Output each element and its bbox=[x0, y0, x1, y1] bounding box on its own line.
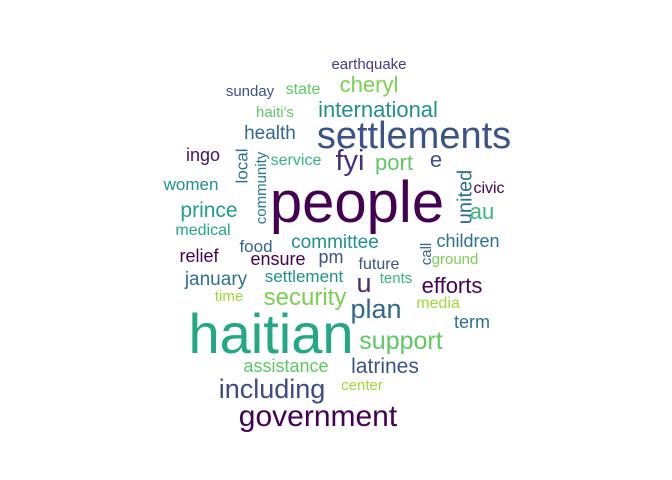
cloud-word: term bbox=[454, 312, 490, 332]
cloud-word: security bbox=[264, 284, 347, 311]
cloud-word: e bbox=[430, 147, 442, 172]
cloud-word: government bbox=[239, 400, 398, 433]
cloud-word: women bbox=[163, 175, 219, 194]
cloud-word: united bbox=[454, 170, 476, 225]
cloud-word: fyi bbox=[336, 145, 365, 177]
cloud-word: prince bbox=[180, 199, 237, 222]
cloud-word: plan bbox=[350, 294, 401, 324]
cloud-word: efforts bbox=[422, 273, 483, 298]
cloud-word: relief bbox=[179, 246, 219, 266]
cloud-word: port bbox=[375, 150, 413, 175]
cloud-word: state bbox=[286, 81, 321, 98]
cloud-word: time bbox=[215, 288, 243, 305]
cloud-word: ensure bbox=[250, 249, 305, 269]
cloud-word: international bbox=[318, 97, 438, 122]
cloud-word: settlements bbox=[317, 115, 511, 157]
cloud-word: support bbox=[359, 327, 442, 355]
cloud-word: people bbox=[270, 170, 444, 235]
cloud-word: settlement bbox=[265, 267, 344, 286]
cloud-word: ingo bbox=[186, 145, 220, 165]
cloud-word: center bbox=[341, 377, 383, 394]
cloud-word: tents bbox=[380, 270, 413, 287]
cloud-word: ground bbox=[432, 251, 479, 268]
cloud-word: future bbox=[359, 256, 400, 273]
cloud-word: u bbox=[356, 268, 371, 298]
cloud-word: civic bbox=[473, 180, 504, 197]
cloud-word: haiti's bbox=[256, 104, 294, 121]
cloud-word: medical bbox=[175, 222, 230, 239]
cloud-word: january bbox=[184, 269, 248, 290]
cloud-word: media bbox=[416, 295, 460, 312]
cloud-word: service bbox=[271, 152, 322, 169]
cloud-word: food bbox=[239, 237, 272, 256]
cloud-word: assistance bbox=[243, 356, 328, 376]
cloud-word: earthquake bbox=[331, 56, 406, 73]
cloud-word: haitian bbox=[188, 302, 353, 365]
cloud-word: sunday bbox=[226, 83, 275, 100]
cloud-word: community bbox=[253, 151, 270, 224]
cloud-word: call bbox=[418, 243, 435, 266]
cloud-word: au bbox=[470, 199, 494, 224]
cloud-word: cheryl bbox=[340, 72, 399, 97]
cloud-word: health bbox=[244, 123, 296, 144]
cloud-word: local bbox=[232, 149, 251, 184]
cloud-word: latrines bbox=[351, 355, 419, 378]
cloud-word: committee bbox=[291, 232, 379, 253]
cloud-word: children bbox=[436, 231, 499, 251]
cloud-word: pm bbox=[318, 247, 343, 267]
cloud-word: including bbox=[219, 374, 326, 404]
